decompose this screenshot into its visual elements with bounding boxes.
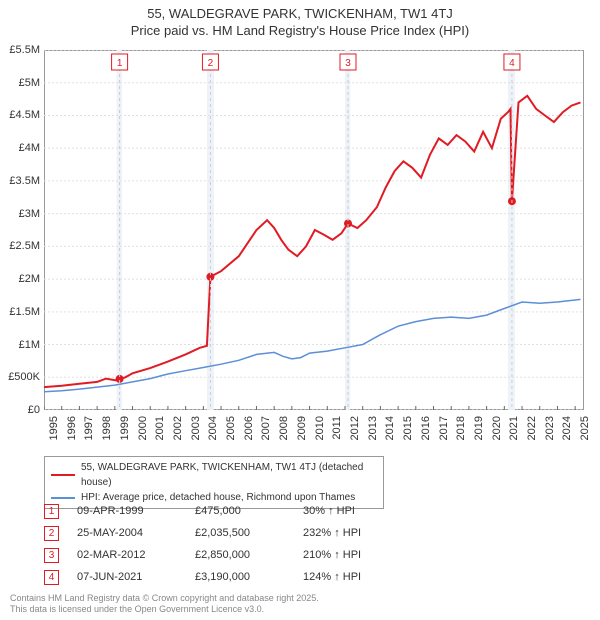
x-tick-label: 2017 — [438, 416, 450, 440]
legend-label: 55, WALDEGRAVE PARK, TWICKENHAM, TW1 4TJ… — [81, 460, 377, 490]
x-tick-label: 2015 — [402, 416, 414, 440]
y-tick-label: £2.5M — [9, 240, 40, 252]
y-axis-labels: £0£500K£1M£1.5M£2M£2.5M£3M£3.5M£4M£4.5M£… — [2, 50, 42, 410]
chart-area: 1234 £0£500K£1M£1.5M£2M£2.5M£3M£3.5M£4M£… — [44, 50, 584, 410]
transaction-row: 2 25-MAY-2004 £2,035,500 232% ↑ HPI — [44, 522, 403, 544]
x-tick-label: 1999 — [119, 416, 131, 440]
x-tick-label: 1996 — [66, 416, 78, 440]
x-tick-label: 2021 — [508, 416, 520, 440]
x-tick-label: 2001 — [154, 416, 166, 440]
chart-container: 55, WALDEGRAVE PARK, TWICKENHAM, TW1 4TJ… — [0, 0, 600, 620]
x-tick-label: 1997 — [83, 416, 95, 440]
transaction-date: 25-MAY-2004 — [77, 527, 177, 539]
transaction-marker: 2 — [44, 526, 59, 541]
footer-line1: Contains HM Land Registry data © Crown c… — [10, 593, 319, 605]
footer-attribution: Contains HM Land Registry data © Crown c… — [10, 593, 319, 616]
transaction-marker: 4 — [44, 570, 59, 585]
svg-text:3: 3 — [345, 58, 351, 69]
x-tick-label: 2020 — [491, 416, 503, 440]
plot-svg: 1 2 3 4 — [44, 50, 584, 410]
y-tick-label: £3M — [19, 208, 40, 220]
x-tick-label: 2002 — [172, 416, 184, 440]
title-block: 55, WALDEGRAVE PARK, TWICKENHAM, TW1 4TJ… — [0, 0, 600, 38]
transaction-price: £475,000 — [195, 505, 285, 517]
y-tick-label: £1.5M — [9, 306, 40, 318]
x-tick-label: 2012 — [349, 416, 361, 440]
y-tick-label: £500K — [8, 371, 40, 383]
transaction-price: £2,035,500 — [195, 527, 285, 539]
transaction-price: £3,190,000 — [195, 571, 285, 583]
transaction-row: 4 07-JUN-2021 £3,190,000 124% ↑ HPI — [44, 566, 403, 588]
x-tick-label: 2009 — [296, 416, 308, 440]
x-tick-label: 2006 — [243, 416, 255, 440]
legend-item: 55, WALDEGRAVE PARK, TWICKENHAM, TW1 4TJ… — [51, 460, 377, 490]
x-tick-label: 2016 — [420, 416, 432, 440]
transaction-date: 09-APR-1999 — [77, 505, 177, 517]
x-tick-label: 2014 — [384, 416, 396, 440]
x-tick-label: 2000 — [137, 416, 149, 440]
title-line1: 55, WALDEGRAVE PARK, TWICKENHAM, TW1 4TJ — [0, 6, 600, 21]
y-tick-label: £4M — [19, 142, 40, 154]
x-tick-label: 2008 — [278, 416, 290, 440]
svg-text:2: 2 — [208, 58, 214, 69]
x-tick-label: 2025 — [579, 416, 591, 440]
transaction-date: 02-MAR-2012 — [77, 549, 177, 561]
y-tick-label: £3.5M — [9, 175, 40, 187]
transactions-table: 1 09-APR-1999 £475,000 30% ↑ HPI 2 25-MAY-200… — [44, 500, 403, 588]
x-tick-label: 2023 — [544, 416, 556, 440]
y-tick-label: £1M — [19, 339, 40, 351]
transaction-price: £2,850,000 — [195, 549, 285, 561]
x-axis-labels: 1995 1996 1997 1998 1999 2000 2001 2002 2003 2004… — [44, 412, 584, 460]
transaction-pct: 30% ↑ HPI — [303, 505, 403, 517]
x-tick-label: 2022 — [526, 416, 538, 440]
x-tick-label: 2011 — [331, 416, 343, 440]
footer-line2: This data is licensed under the Open Gov… — [10, 604, 319, 616]
transaction-row: 1 09-APR-1999 £475,000 30% ↑ HPI — [44, 500, 403, 522]
x-tick-label: 2005 — [225, 416, 237, 440]
x-tick-label: 1998 — [101, 416, 113, 440]
x-tick-label: 1995 — [48, 416, 60, 440]
x-tick-label: 2010 — [314, 416, 326, 440]
legend-swatch — [51, 497, 75, 499]
title-line2: Price paid vs. HM Land Registry's House … — [0, 23, 600, 38]
transaction-date: 07-JUN-2021 — [77, 571, 177, 583]
svg-text:1: 1 — [117, 58, 123, 69]
transaction-row: 3 02-MAR-2012 £2,850,000 210% ↑ HPI — [44, 544, 403, 566]
x-tick-label: 2013 — [367, 416, 379, 440]
legend-swatch — [51, 474, 75, 476]
y-tick-label: £0 — [28, 404, 40, 416]
y-tick-label: £2M — [19, 273, 40, 285]
x-tick-label: 2024 — [561, 416, 573, 440]
svg-text:4: 4 — [509, 58, 515, 69]
x-tick-label: 2018 — [455, 416, 467, 440]
x-tick-label: 2007 — [260, 416, 272, 440]
y-tick-label: £5M — [19, 77, 40, 89]
transaction-pct: 210% ↑ HPI — [303, 549, 403, 561]
x-tick-label: 2019 — [473, 416, 485, 440]
transaction-marker: 3 — [44, 548, 59, 563]
x-tick-label: 2004 — [207, 416, 219, 440]
y-tick-label: £5.5M — [9, 44, 40, 56]
transaction-pct: 124% ↑ HPI — [303, 571, 403, 583]
x-tick-label: 2003 — [190, 416, 202, 440]
y-tick-label: £4.5M — [9, 109, 40, 121]
transaction-marker: 1 — [44, 504, 59, 519]
transaction-pct: 232% ↑ HPI — [303, 527, 403, 539]
